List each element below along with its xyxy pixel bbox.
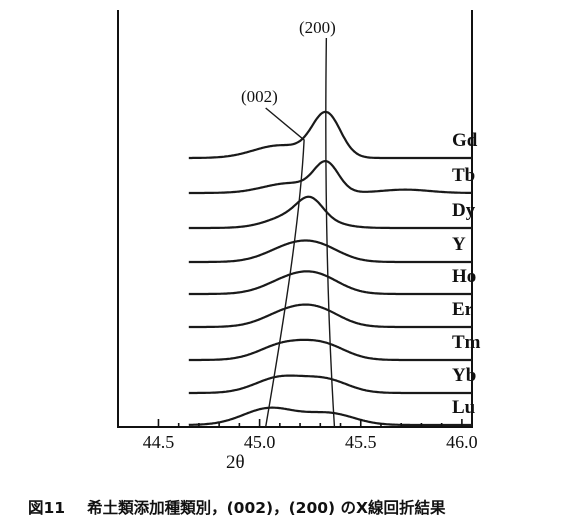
series-label-er: Er (452, 299, 474, 320)
series-label-tm: Tm (452, 332, 481, 353)
series-label-gd: Gd (452, 130, 478, 151)
series-label-y: Y (452, 234, 466, 255)
series-labels: Gd Tb Dy Y Ho Er Tm Yb Lu (452, 130, 481, 418)
trace-lu (188, 406, 473, 427)
trace-dy (188, 195, 473, 230)
diffraction-traces (188, 110, 473, 427)
peak-guide-lines (264, 37, 336, 428)
trace-gd (188, 110, 473, 160)
x-tick-label: 46.0 (446, 432, 478, 452)
figure-number: 図11 (28, 499, 66, 517)
x-tick-label: 45.0 (244, 432, 276, 452)
trace-ho (188, 270, 473, 296)
caption-text: 希土類添加種類別，(002)，(200) のX線回折結果 (87, 499, 446, 517)
peak-label-002: (002) (241, 87, 278, 106)
axis-frame (117, 10, 473, 428)
x-axis-ticks: 44.5 45.0 45.5 46.0 (143, 419, 478, 452)
guide-200 (325, 37, 336, 428)
guide-002 (264, 107, 305, 428)
chart-frame (117, 10, 473, 428)
series-label-ho: Ho (452, 266, 476, 287)
x-axis-title: 2θ (226, 452, 245, 473)
trace-y (188, 239, 473, 264)
series-label-lu: Lu (452, 397, 476, 418)
trace-er (188, 303, 473, 329)
trace-yb (188, 374, 473, 395)
peak-label-200: (200) (299, 18, 336, 37)
xrd-chart: Gd Tb Dy Y Ho Er Tm Yb Lu 44.5 45.0 45.5 46.0 2θ (0… (117, 10, 481, 473)
x-tick-label: 45.5 (345, 432, 377, 452)
trace-tb (188, 160, 473, 195)
x-tick-label: 44.5 (143, 432, 175, 452)
series-label-yb: Yb (452, 365, 476, 386)
figure-caption: 図11 希土類添加種類別，(002)，(200) のX線回折結果 (28, 496, 568, 518)
series-label-dy: Dy (452, 200, 476, 221)
series-label-tb: Tb (452, 165, 475, 186)
